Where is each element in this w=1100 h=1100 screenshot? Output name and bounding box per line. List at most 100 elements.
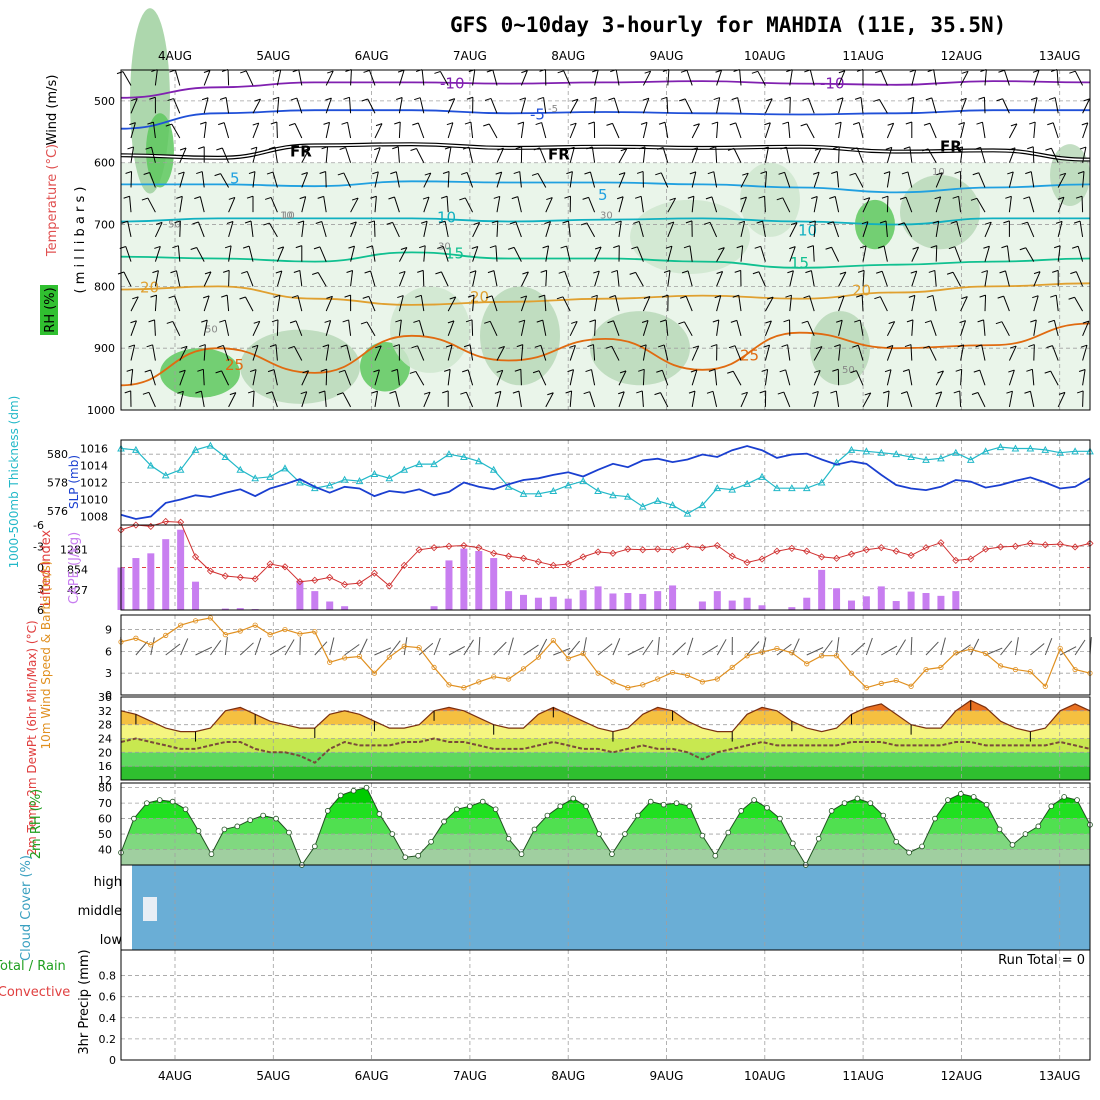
- cape-bar: [475, 550, 483, 610]
- pressure-tick: 700: [94, 219, 115, 232]
- date-label-top: 9AUG: [650, 49, 684, 63]
- wind-barb-flag: [567, 369, 574, 373]
- wind-barb: [935, 370, 944, 386]
- wind-barb: [711, 196, 718, 213]
- lifted-point: [922, 544, 930, 552]
- contour-label: 5: [598, 186, 608, 204]
- wind-barb-flag: [1070, 271, 1077, 275]
- lifted-point: [191, 553, 200, 561]
- thickness-point: [236, 465, 245, 473]
- rh2m-point: [156, 797, 163, 803]
- wind-barb-flag: [784, 96, 791, 100]
- wind-barb: [813, 196, 818, 213]
- wind-barb: [367, 98, 376, 114]
- wind-barb: [764, 296, 774, 312]
- wind-barb: [614, 295, 620, 312]
- wind-barb: [252, 369, 257, 386]
- wind-barb-flag: [851, 147, 858, 151]
- rh2m-line: [120, 787, 1091, 867]
- wind-barb: [813, 220, 816, 237]
- rh2m-point: [518, 851, 525, 857]
- wind-barb: [447, 296, 457, 312]
- wind-barb-flag: [147, 121, 154, 125]
- wind-barb-flag: [660, 96, 668, 100]
- wind10-point: [774, 645, 780, 652]
- wind-barb-flag: [643, 295, 651, 299]
- wind-barb: [806, 123, 815, 139]
- wind-barb-flag: [487, 270, 495, 274]
- wind-barb-flag: [263, 222, 270, 226]
- wind-barb-flag: [464, 121, 472, 125]
- wind-barb-flag: [740, 196, 747, 200]
- cape-bar: [311, 591, 319, 610]
- wind-barb: [1057, 245, 1061, 262]
- wind-barb: [130, 296, 139, 312]
- rh2m-point: [260, 812, 266, 819]
- wind-barb-flag: [590, 96, 597, 100]
- lifted-point: [967, 555, 975, 563]
- wind-barb: [979, 369, 986, 386]
- lifted-point: [370, 569, 378, 577]
- cape-bar: [907, 591, 915, 610]
- wind-barb: [398, 295, 404, 312]
- date-label-top: 10AUG: [744, 49, 786, 63]
- ylabel-millibars: ( m i l l i b a r s ): [73, 187, 88, 294]
- precip-tick: 0.4: [99, 1012, 117, 1025]
- wind-tick: 3: [105, 667, 112, 680]
- wind-barb-flag: [829, 196, 836, 200]
- cloud-level-middle: middle: [78, 904, 122, 919]
- wind-barb: [273, 369, 278, 386]
- cape-bar: [296, 580, 304, 610]
- wind-barb-flag: [547, 392, 554, 396]
- lifted-tick: 3: [37, 583, 44, 596]
- wind10-point: [729, 664, 735, 670]
- wind-barb-flag: [713, 97, 720, 101]
- thickness-point: [445, 450, 453, 458]
- wind-barb: [374, 147, 381, 163]
- wind-barb-flag: [689, 171, 696, 175]
- wind-barb: [203, 97, 209, 114]
- wind-barb-flag: [718, 247, 725, 251]
- wind-barb-flag: [341, 121, 348, 125]
- wind10-barb: [388, 640, 401, 656]
- wind-barb-flag: [742, 172, 749, 176]
- wind-barb: [398, 271, 406, 287]
- wind-barb-flag: [201, 97, 209, 101]
- wind-barb: [537, 173, 547, 188]
- wind-barb: [325, 344, 330, 361]
- rh2m-point: [828, 808, 835, 814]
- wind-barb-flag: [620, 148, 627, 152]
- wind-barb-flag: [1001, 245, 1008, 249]
- wind-barb: [496, 370, 504, 386]
- rh2m-point: [441, 818, 447, 825]
- wind-barb-flag: [972, 172, 979, 176]
- wind-barb: [246, 271, 254, 287]
- wind-barb: [130, 369, 134, 386]
- wind-barb-flag: [507, 246, 515, 250]
- wind-barb-flag: [683, 245, 691, 249]
- wind-barb-flag: [199, 344, 206, 348]
- wind-barb: [1008, 171, 1014, 188]
- wind-barb-flag: [201, 319, 208, 323]
- wind-barb: [1077, 246, 1084, 262]
- wind-barb: [616, 270, 620, 287]
- wind-barb-flag: [1003, 220, 1010, 224]
- wind10-point: [893, 677, 899, 684]
- thickness-point: [549, 486, 558, 494]
- wind10-point: [863, 685, 869, 691]
- wind10-barb: [314, 641, 328, 656]
- cape-bar: [236, 608, 244, 610]
- rh2m-point: [893, 838, 899, 845]
- wind-barb-flag: [839, 271, 847, 275]
- wind-barb: [301, 148, 310, 163]
- wind-barb-flag: [1073, 220, 1081, 224]
- lifted-point: [743, 558, 751, 567]
- rh2m-point: [699, 832, 706, 839]
- wind-barb-flag: [511, 196, 518, 200]
- lifted-point: [534, 558, 542, 566]
- wind-barb-flag: [463, 344, 471, 348]
- cape-bar: [654, 591, 662, 610]
- wind10-barb: [537, 638, 548, 656]
- wind10-point: [416, 645, 422, 651]
